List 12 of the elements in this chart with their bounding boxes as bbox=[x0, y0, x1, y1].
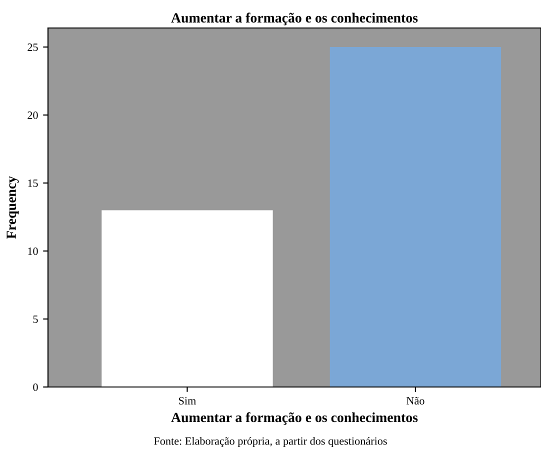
source-note: Fonte: Elaboração própria, a partir dos questionários bbox=[154, 436, 387, 448]
y-tick-label: 15 bbox=[28, 180, 38, 187]
x-axis-title: Aumentar a formação e os conhecimentos bbox=[171, 412, 418, 425]
x-tick-label: Sim bbox=[179, 397, 196, 405]
y-tick-label: 0 bbox=[33, 383, 38, 391]
y-tick-label: 5 bbox=[33, 316, 38, 323]
y-axis-title: Frequency bbox=[6, 176, 19, 239]
x-tick-label: Não bbox=[406, 396, 424, 405]
y-tick-label: 10 bbox=[28, 247, 38, 255]
y-tick-label: 25 bbox=[28, 44, 38, 51]
y-tick-label: 20 bbox=[28, 111, 38, 119]
chart-title: Aumentar a formação e os conhecimentos bbox=[171, 12, 418, 26]
